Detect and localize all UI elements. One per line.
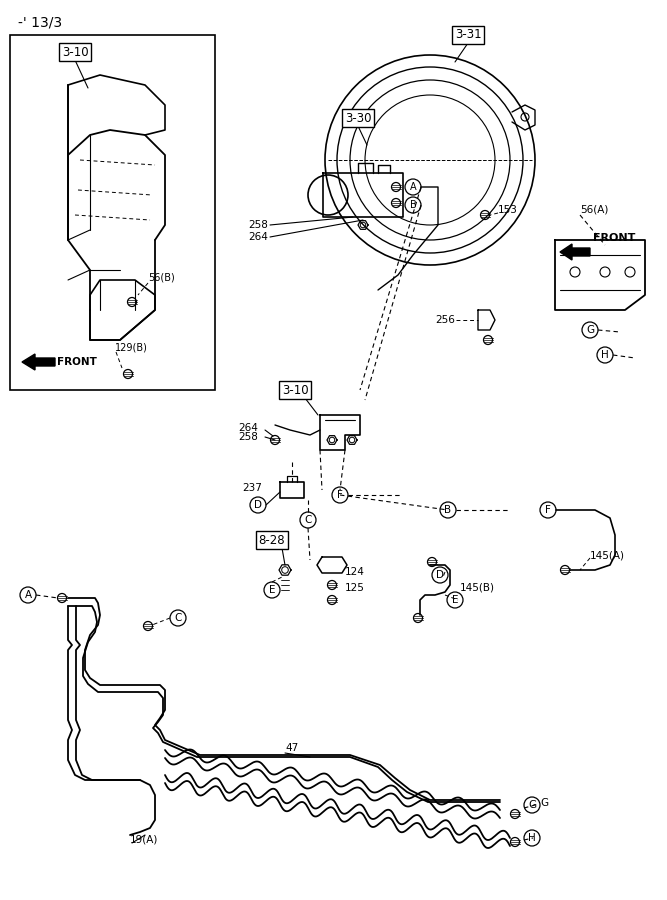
Text: -' 13/3: -' 13/3 — [18, 15, 62, 29]
Text: 56(A): 56(A) — [580, 205, 608, 215]
Polygon shape — [560, 244, 590, 260]
Text: 19(A): 19(A) — [130, 835, 158, 845]
Text: 56(B): 56(B) — [148, 273, 175, 283]
Text: 145(B): 145(B) — [460, 583, 495, 593]
Text: C: C — [304, 515, 311, 525]
Text: E: E — [269, 585, 275, 595]
Text: A: A — [25, 590, 31, 600]
Text: F: F — [337, 490, 343, 500]
Text: 3-10: 3-10 — [61, 46, 88, 58]
Text: D: D — [254, 500, 262, 510]
Text: 3-10: 3-10 — [281, 383, 308, 397]
Text: G: G — [586, 325, 594, 335]
Text: FRONT: FRONT — [593, 233, 636, 243]
Text: G: G — [528, 800, 536, 810]
Text: 153: 153 — [498, 205, 518, 215]
Text: 145(A): 145(A) — [590, 550, 625, 560]
Text: A: A — [410, 182, 416, 192]
Text: 264: 264 — [248, 232, 268, 242]
Text: 3-30: 3-30 — [345, 112, 372, 124]
Text: 264: 264 — [238, 423, 258, 433]
Text: F: F — [545, 505, 551, 515]
Text: C: C — [174, 613, 181, 623]
Bar — [10, 35, 215, 390]
Text: H: H — [601, 350, 609, 360]
Polygon shape — [22, 354, 55, 370]
Text: 258: 258 — [248, 220, 268, 230]
Text: 47: 47 — [285, 743, 298, 753]
Text: B: B — [444, 505, 452, 515]
Text: 124: 124 — [345, 567, 365, 577]
Text: E: E — [452, 595, 458, 605]
Text: 8-28: 8-28 — [259, 534, 285, 546]
Text: FRONT: FRONT — [57, 357, 97, 367]
Text: G: G — [540, 798, 548, 808]
Text: 3-31: 3-31 — [455, 29, 482, 41]
Text: D: D — [436, 570, 444, 580]
Text: 258: 258 — [238, 432, 258, 442]
Text: H: H — [528, 833, 536, 843]
Text: 237: 237 — [242, 483, 262, 493]
Text: 256: 256 — [435, 315, 455, 325]
Text: 129(B): 129(B) — [115, 343, 148, 353]
Text: 125: 125 — [345, 583, 365, 593]
Text: B: B — [410, 200, 416, 210]
